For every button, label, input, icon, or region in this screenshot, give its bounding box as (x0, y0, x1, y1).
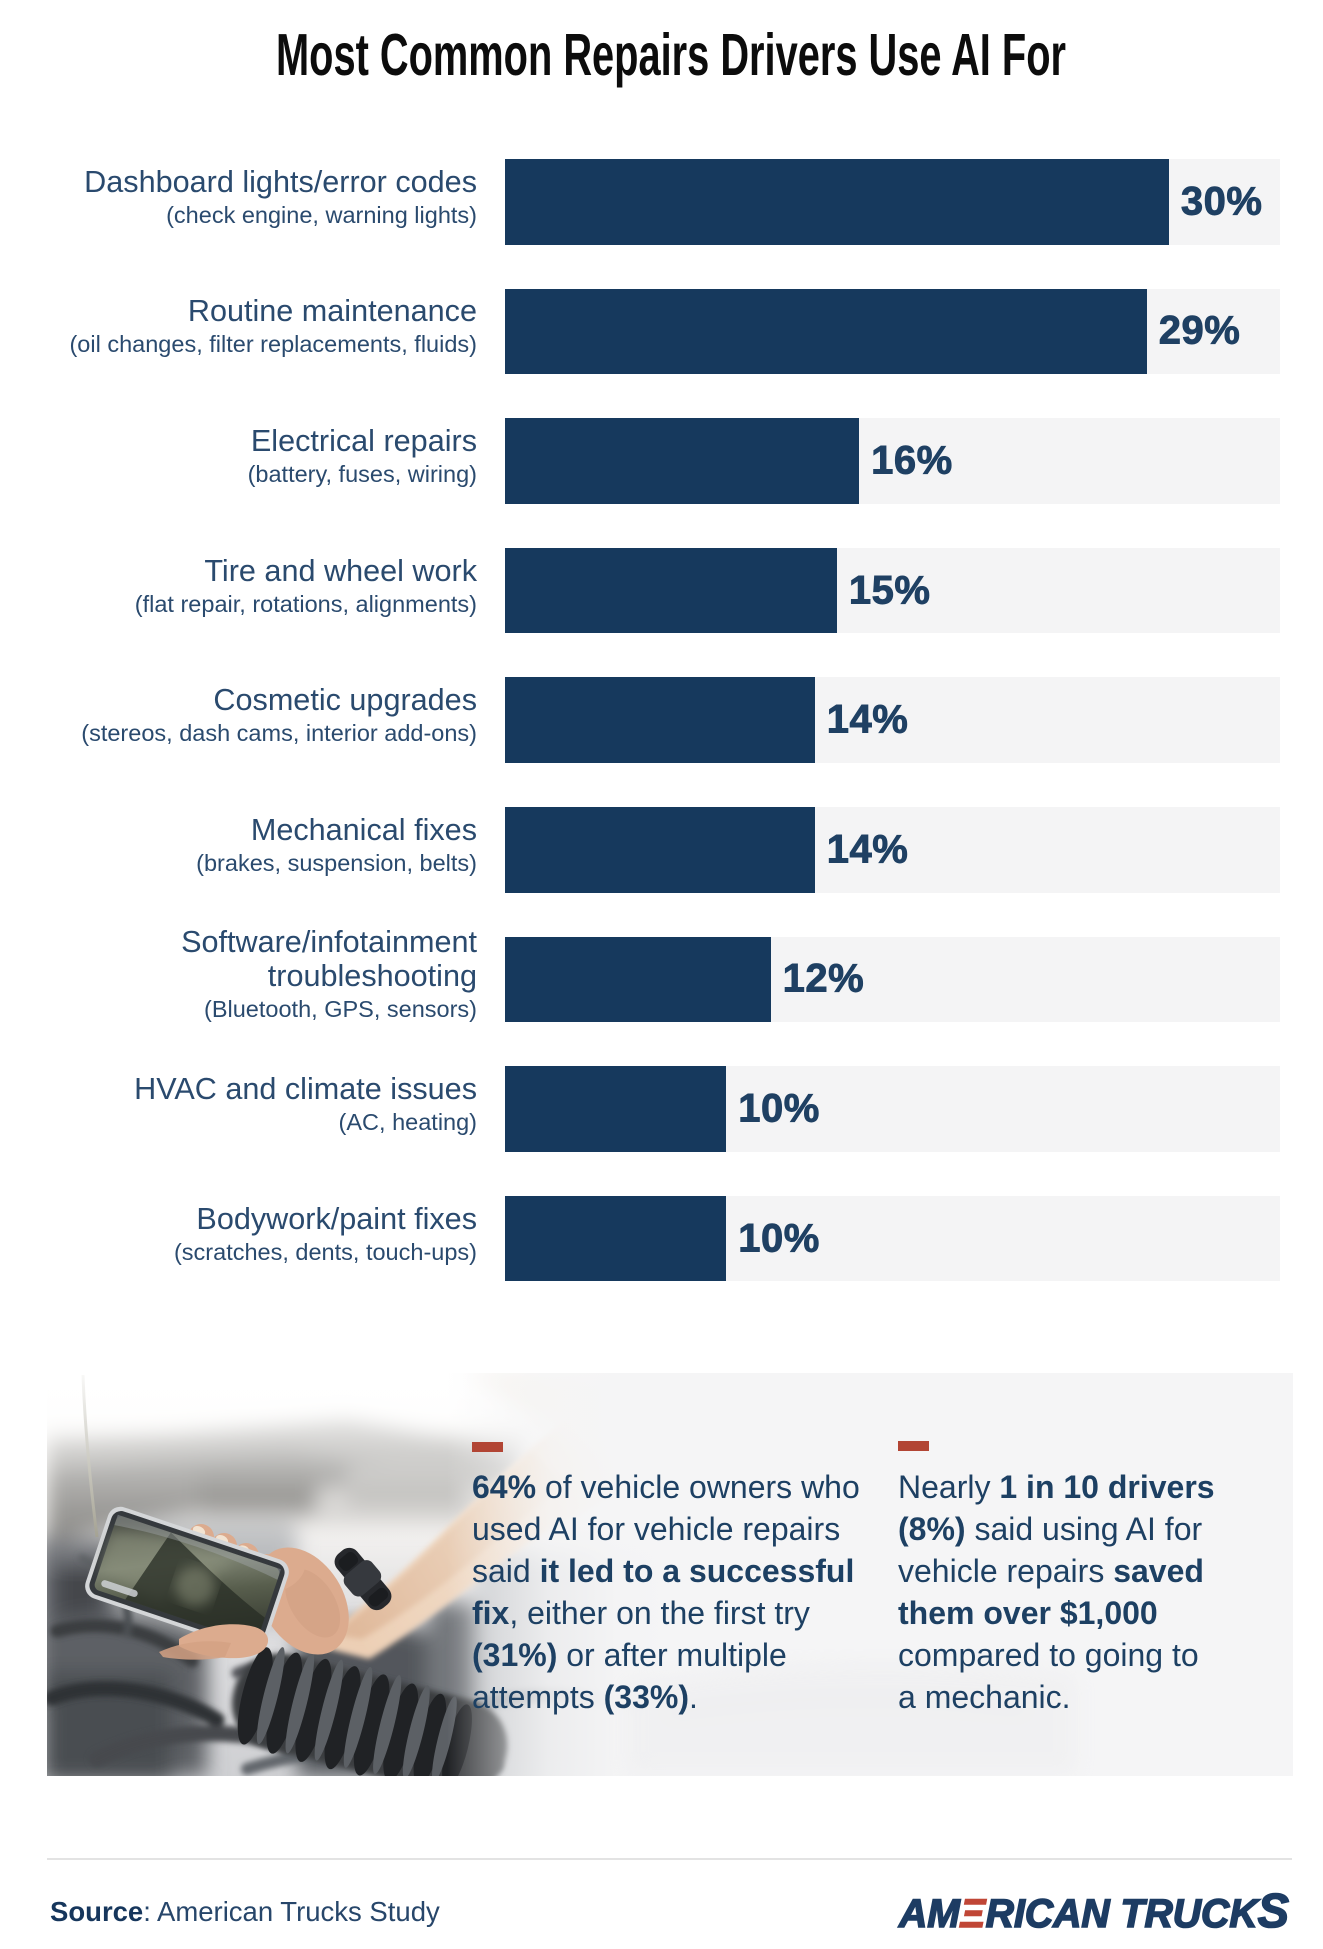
svg-text:Most Common Repairs Drivers Us: Most Common Repairs Drivers Use AI For (276, 22, 1066, 88)
svg-text:AMΞRICAN TRUCKS: AMΞRICAN TRUCKS (898, 1885, 1289, 1938)
